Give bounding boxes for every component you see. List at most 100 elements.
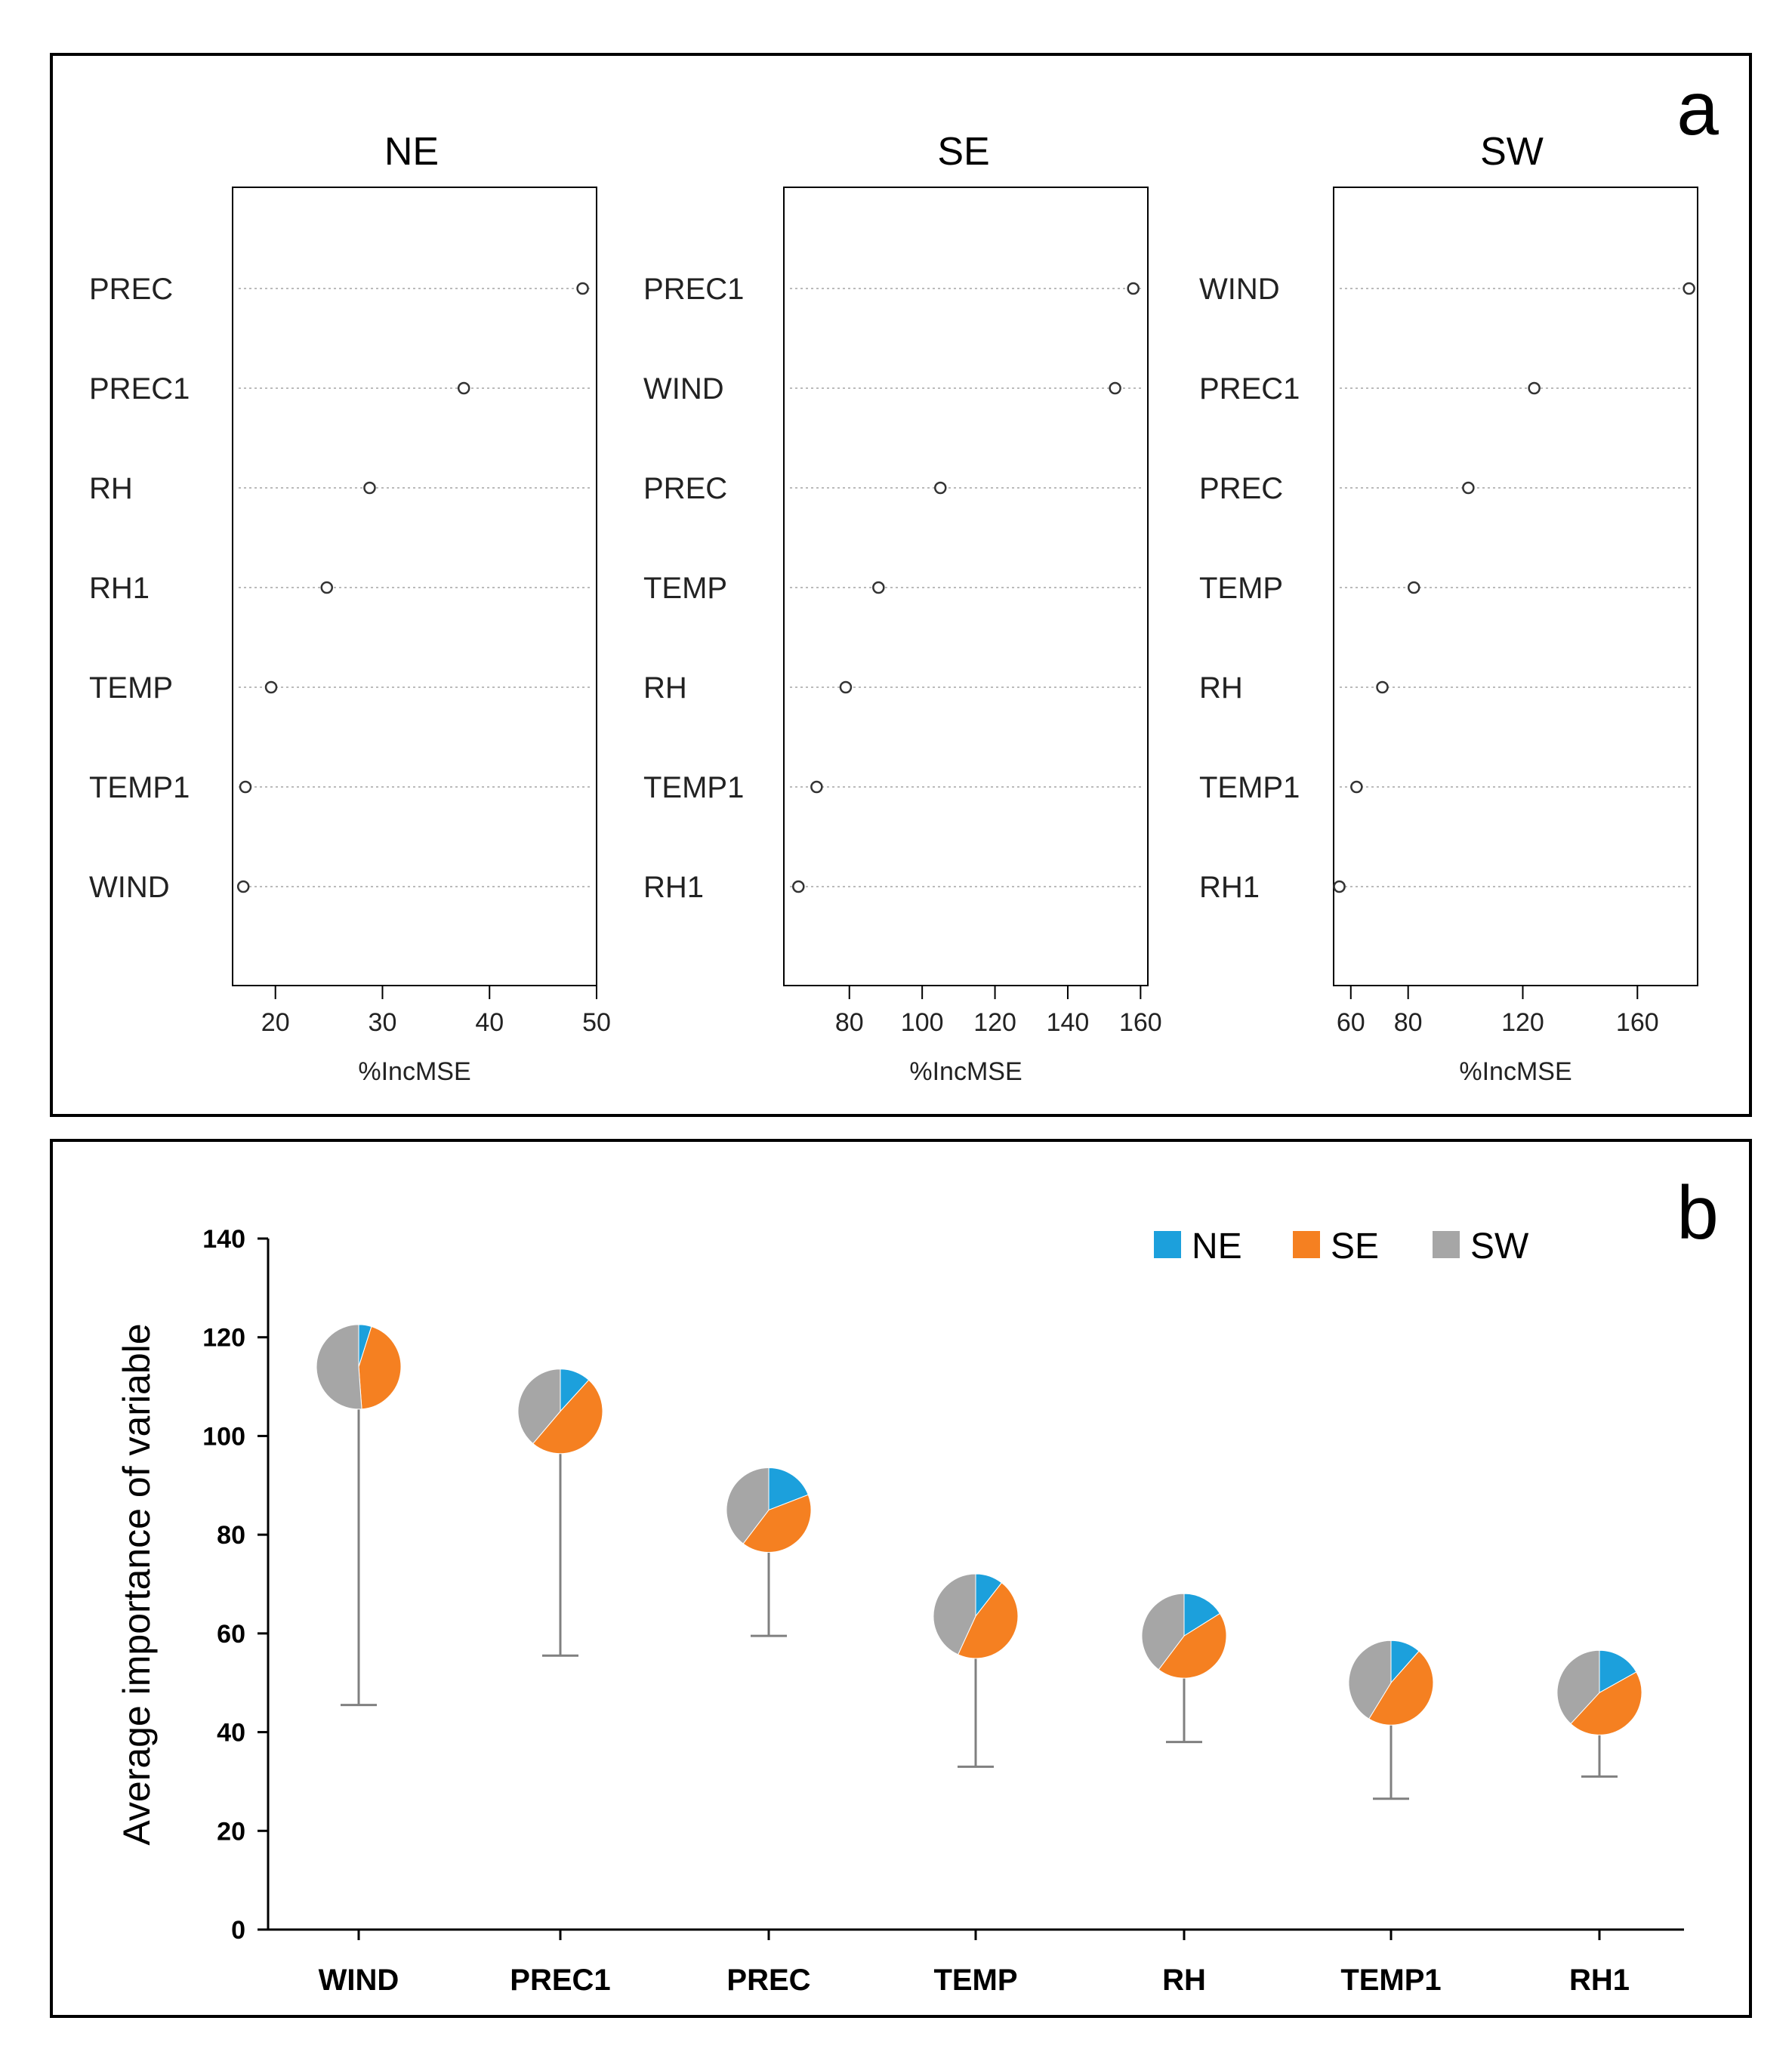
panel-a-point-sw-temp	[1408, 581, 1420, 594]
panel-a-title-sw: SW	[1480, 130, 1544, 174]
panel-b-pie-slice-prec1-sw	[517, 1368, 561, 1445]
panel-a-plot-box-ne	[232, 187, 597, 986]
panel-a-variable-label: PREC	[643, 472, 727, 505]
panel-a-variable-label: PREC	[89, 273, 173, 306]
panel-b-x-tick-label: TEMP1	[1340, 1964, 1441, 1997]
panel-b-y-tick-label: 140	[202, 1225, 245, 1254]
panel-a-variable-label: TEMP1	[643, 771, 744, 804]
panel-a-point-sw-temp1	[1350, 780, 1363, 794]
panel-a-point-se-prec1	[1127, 282, 1140, 295]
panel-b-legend-label-se: SE	[1331, 1226, 1379, 1266]
panel-a-point-ne-prec1	[457, 381, 470, 395]
panel-b-pie-slice-rh1-ne	[1599, 1649, 1637, 1694]
panel-b-pie-slice-rh1-se	[1570, 1671, 1642, 1735]
panel-b-y-tick-label: 100	[202, 1422, 245, 1451]
panel-a-title-se: SE	[937, 130, 989, 174]
panel-b-pie-slice-temp1-sw	[1348, 1640, 1392, 1720]
panel-a-variable-label: PREC1	[1199, 372, 1300, 406]
panel-a-variable-label: PREC1	[643, 273, 744, 306]
panel-a-variable-label: PREC1	[89, 372, 190, 406]
panel-b-pie-slice-rh-se	[1158, 1612, 1227, 1679]
panel-a-x-tick-label: 80	[835, 1008, 864, 1037]
panel-a-variable-label: TEMP	[643, 572, 727, 605]
panel-a-x-axis-label: %IncMSE	[1459, 1057, 1571, 1086]
panel-b-x-tick-label: PREC1	[510, 1964, 610, 1997]
panel-a-point-sw-rh	[1376, 680, 1389, 694]
panel-a-point-se-temp	[872, 581, 885, 594]
panel-a-point-se-wind	[1109, 381, 1121, 395]
panel-a-x-tick-label: 80	[1394, 1008, 1423, 1037]
panel-a-plot-box-sw	[1333, 187, 1698, 986]
panel-b-pie-slice-rh-sw	[1141, 1593, 1185, 1671]
panel-b-pie-slice-temp-se	[957, 1582, 1019, 1659]
panel-a-variable-label: TEMP	[89, 671, 173, 705]
panel-a-point-sw-prec	[1462, 481, 1475, 495]
panel-b-y-axis-label: Average importance of variable	[116, 1323, 158, 1845]
panel-a-x-tick-label: 120	[973, 1008, 1016, 1037]
panel-a-point-ne-temp	[264, 680, 278, 694]
panel-b-legend-swatch-sw	[1433, 1231, 1460, 1258]
panel-a-plot-box-se	[783, 187, 1149, 986]
panel-b-pie-slice-rh1-sw	[1556, 1649, 1600, 1725]
panel-a-variable-label: TEMP1	[89, 771, 190, 804]
panel-b-pie-slice-prec-ne	[768, 1467, 809, 1511]
panel-a-point-ne-temp1	[239, 780, 252, 794]
panel-a-point-ne-rh1	[320, 581, 334, 594]
panel-b-pie-slice-temp1-se	[1368, 1650, 1434, 1726]
panel-b-legend-swatch-se	[1293, 1231, 1320, 1258]
panel-a-x-axis-label: %IncMSE	[358, 1057, 470, 1086]
panel-a-x-axis-label: %IncMSE	[909, 1057, 1022, 1086]
panel-b-y-tick-label: 20	[217, 1817, 245, 1846]
panel-a-variable-label: RH	[643, 671, 687, 705]
panel-a-point-ne-rh	[363, 481, 376, 495]
panel-a-dotcharts: NE PREC PREC1 RH RH1 TEMP TEMP1 WIND 20 30 40 50 %In…	[89, 130, 1698, 1086]
panel-b-legend-label-sw: SW	[1470, 1226, 1529, 1266]
panel-a-point-se-rh1	[792, 880, 805, 893]
panel-a-variable-label: PREC	[1199, 472, 1283, 505]
panel-a-point-se-rh	[839, 680, 853, 694]
panel-b-pie-lollipop-chart: 0 20 40 60 80 100 120 140 Average importance of …	[116, 1225, 1684, 1997]
panel-a-point-se-prec	[934, 481, 947, 495]
panel-a-variable-label: WIND	[89, 871, 170, 904]
panel-b-y-tick-label: 120	[202, 1324, 245, 1353]
panel-a-variable-label: WIND	[643, 372, 724, 406]
panel-b-x-tick-label: PREC	[726, 1964, 810, 1997]
panel-b-pie-slice-wind-sw	[316, 1324, 362, 1410]
panel-a-x-tick-label: 20	[261, 1008, 290, 1037]
panel-b-pie-slice-wind-se	[358, 1325, 402, 1410]
panel-a-x-tick-label: 140	[1047, 1008, 1090, 1037]
panel-b-frame	[50, 1139, 1752, 2018]
panel-a-variable-label: RH1	[1199, 871, 1260, 904]
panel-b-y-tick-label: 0	[231, 1916, 245, 1945]
panel-b-pie-slice-prec-sw	[726, 1467, 770, 1544]
panel-b-y-tick-label: 40	[217, 1719, 245, 1748]
panel-a-x-tick-label: 40	[475, 1008, 504, 1037]
panel-b-pie-slice-rh-ne	[1183, 1593, 1221, 1637]
panel-a-title-ne: NE	[384, 130, 439, 174]
panel-b-x-tick-label: WIND	[319, 1964, 399, 1997]
panel-a-point-ne-prec	[576, 282, 589, 295]
panel-a-frame	[50, 53, 1752, 1117]
panel-b-x-tick-label: TEMP	[933, 1964, 1017, 1997]
panel-a-variable-label: RH1	[643, 871, 704, 904]
panel-b-pie-slice-prec-se	[742, 1494, 812, 1553]
panel-b-x-tick-label: RH1	[1569, 1964, 1630, 1997]
panel-b-pie-slice-temp-sw	[933, 1573, 976, 1655]
panel-a-variable-label: RH	[89, 472, 133, 505]
panel-a-x-tick-label: 160	[1119, 1008, 1162, 1037]
panel-a-variable-label: WIND	[1199, 273, 1280, 306]
panel-a-point-sw-prec1	[1528, 381, 1541, 395]
panel-b-legend-label-ne: NE	[1192, 1226, 1242, 1266]
panel-a-variable-label: RH1	[89, 572, 150, 605]
panel-b-y-tick-label: 60	[217, 1620, 245, 1649]
panel-a-x-tick-label: 160	[1616, 1008, 1659, 1037]
panel-a-variable-label: TEMP	[1199, 572, 1283, 605]
panel-a-x-tick-label: 60	[1337, 1008, 1365, 1037]
panel-a-variable-label: RH	[1199, 671, 1243, 705]
panel-a-variable-label: TEMP1	[1199, 771, 1300, 804]
panel-a-letter: a	[1676, 66, 1719, 151]
panel-a-x-tick-label: 120	[1501, 1008, 1544, 1037]
panel-b-pie-slice-prec1-se	[532, 1379, 603, 1455]
panel-b-x-tick-label: RH	[1162, 1964, 1206, 1997]
